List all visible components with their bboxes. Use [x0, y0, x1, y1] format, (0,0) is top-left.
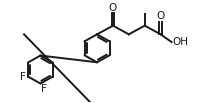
Text: O: O	[109, 3, 117, 13]
Text: OH: OH	[173, 37, 188, 47]
Text: F: F	[20, 71, 26, 81]
Text: F: F	[41, 84, 47, 94]
Text: O: O	[156, 11, 165, 21]
